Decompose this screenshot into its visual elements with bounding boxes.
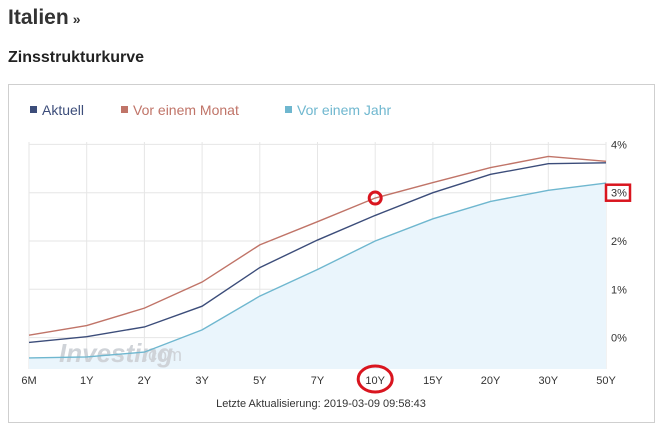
y-tick-label: 0% [611,333,627,345]
legend-item-monat[interactable]: Vor einem Monat [121,102,239,118]
legend-swatch-monat [121,106,128,113]
legend-item-aktuell[interactable]: Aktuell [30,102,84,118]
highlight-point-circle [367,190,383,206]
title-arrow-icon[interactable]: » [72,11,81,27]
x-tick-label: 30Y [539,375,559,387]
watermark-brand: Investing [59,338,173,368]
legend-label-jahr: Vor einem Jahr [297,102,391,118]
y-tick-label: 4% [611,139,627,151]
x-tick-label: 3Y [195,375,209,387]
x-tick-label: 1Y [80,375,94,387]
legend-swatch-jahr [285,106,292,113]
legend: Aktuell Vor einem Monat Vor einem Jahr [30,102,391,118]
last-update-text: Letzte Aktualisierung: 2019-03-09 09:58:… [216,398,426,410]
y-tick-label: 3% [611,188,627,200]
area-under-jahr [29,183,606,369]
legend-label-monat: Vor einem Monat [133,102,239,118]
x-tick-label: 20Y [481,375,501,387]
x-axis-ticks: 6M 1Y 2Y 3Y 5Y 7Y 10Y 15Y 20Y 30Y 50Y [21,375,616,387]
x-tick-label: 5Y [253,375,267,387]
investing-watermark: Investing .com [59,338,182,368]
x-tick-label: 10Y [365,375,385,387]
x-tick-label: 15Y [423,375,443,387]
x-tick-label: 50Y [596,375,616,387]
area-fill [29,183,606,369]
yield-curve-chart: Aktuell Vor einem Monat Vor einem Jahr I… [21,102,632,410]
legend-label-aktuell: Aktuell [42,102,84,118]
x-tick-label: 6M [21,375,36,387]
highlight-annotations [356,183,632,394]
page-title-text: Italien [8,6,69,29]
series-line-monat [28,155,607,336]
chart-container: Aktuell Vor einem Monat Vor einem Jahr I… [8,84,655,423]
section-title: Zinsstrukturkurve [8,49,145,66]
series-line-jahr [28,182,607,359]
series-lines [28,155,607,359]
y-tick-label: 1% [611,284,627,296]
x-tick-label: 2Y [138,375,152,387]
legend-swatch-aktuell [30,106,37,113]
y-axis-ticks: 4% 3% 2% 1% 0% [611,139,627,344]
highlight-box-3pct [604,183,632,202]
legend-item-jahr[interactable]: Vor einem Jahr [285,102,391,118]
watermark-suffix: .com [143,345,182,365]
y-tick-label: 2% [611,236,627,248]
highlight-circle-10y [356,364,394,394]
x-tick-label: 7Y [311,375,325,387]
page-title: Italien» [8,6,80,30]
series-line-aktuell [28,162,607,344]
